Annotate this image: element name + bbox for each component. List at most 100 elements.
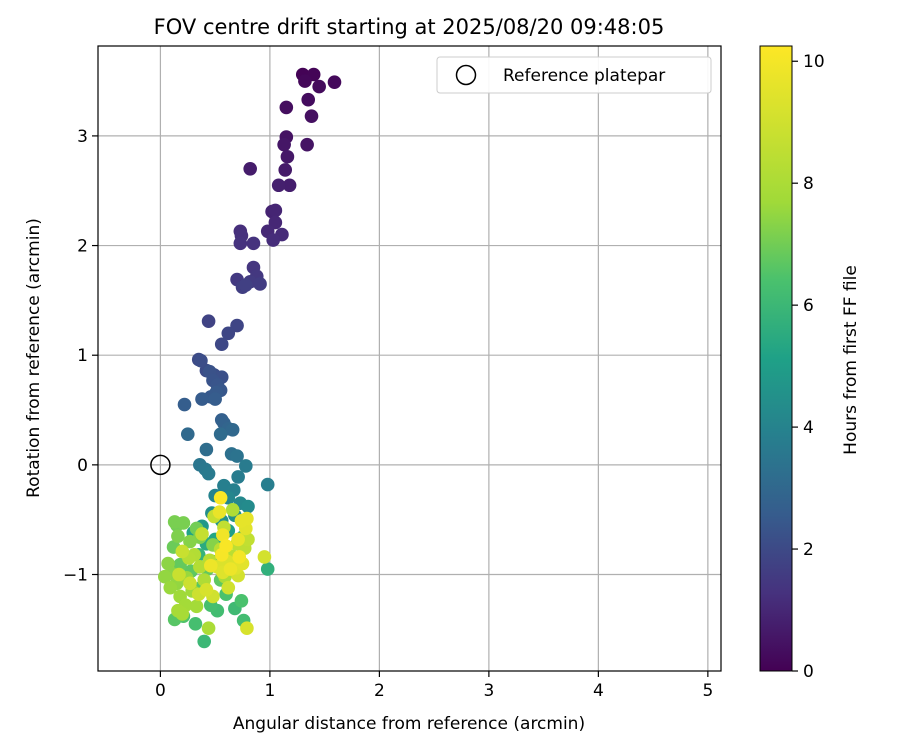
colorbar-tick-label: 10	[803, 52, 825, 72]
data-point	[223, 562, 238, 576]
data-point	[193, 560, 207, 574]
data-point	[194, 353, 208, 368]
data-point	[271, 178, 286, 193]
data-point	[260, 562, 275, 576]
data-point	[203, 558, 218, 573]
legend-label: Reference platepar	[503, 66, 665, 86]
x-tick-label: 5	[702, 681, 713, 701]
x-axis-ticks: 0 1 2 3 4 5	[155, 671, 713, 701]
colorbar-label: Hours from first FF file	[841, 265, 861, 455]
x-tick-label: 3	[483, 681, 494, 701]
data-point	[195, 527, 209, 541]
data-point	[183, 576, 197, 591]
data-point	[199, 442, 214, 457]
data-point	[312, 79, 326, 94]
data-point	[246, 236, 261, 251]
y-axis-label: Rotation from reference (arcmin)	[24, 218, 44, 498]
data-point	[176, 516, 191, 530]
data-point	[225, 422, 240, 437]
x-tick-label: 4	[593, 681, 604, 701]
data-point	[172, 567, 186, 582]
x-tick-label: 0	[155, 681, 166, 701]
data-point	[163, 580, 178, 595]
data-point	[253, 277, 267, 291]
data-point	[216, 528, 230, 542]
data-point	[213, 427, 228, 441]
data-point	[201, 466, 216, 481]
data-point	[239, 459, 253, 473]
data-point	[241, 499, 255, 514]
data-point	[280, 149, 295, 164]
data-point	[231, 532, 245, 547]
data-point	[240, 511, 254, 526]
data-point	[177, 397, 192, 412]
colorbar-ticks: 0 2 4 6 8 10	[792, 52, 825, 682]
data-point	[233, 236, 248, 251]
data-point	[234, 594, 249, 608]
colorbar: 0 2 4 6 8 10 Hours from first FF file	[759, 45, 861, 682]
colorbar-tick-label: 8	[803, 174, 814, 194]
data-point	[282, 178, 297, 193]
data-point	[301, 92, 316, 107]
y-tick-label: 0	[77, 456, 88, 476]
data-point	[240, 621, 254, 636]
y-tick-label: 3	[77, 127, 88, 147]
x-tick-label: 1	[264, 681, 275, 701]
legend: Reference platepar	[436, 56, 712, 94]
data-point	[189, 599, 204, 614]
data-point	[239, 278, 253, 292]
y-tick-label: 2	[77, 237, 88, 257]
data-point	[213, 490, 228, 505]
y-axis-ticks: −1 0 1 2 3	[63, 127, 98, 586]
data-point	[157, 569, 172, 584]
data-point	[268, 203, 283, 218]
data-point	[197, 634, 212, 649]
colorbar-gradient	[759, 45, 793, 672]
data-point	[201, 314, 216, 329]
colorbar-tick-label: 4	[803, 418, 814, 438]
data-point	[241, 532, 255, 547]
y-tick-label: −1	[63, 566, 88, 586]
data-point	[225, 503, 240, 517]
plot-area-frame	[97, 45, 722, 672]
legend-box	[436, 56, 712, 94]
colorbar-tick-label: 6	[803, 296, 814, 316]
data-point	[221, 580, 236, 595]
data-point	[208, 392, 222, 406]
data-point	[188, 617, 203, 631]
reference-marker	[150, 454, 171, 476]
data-point	[195, 392, 209, 406]
legend-marker	[455, 64, 477, 86]
y-tick-label: 1	[77, 346, 88, 366]
data-point	[219, 539, 233, 553]
data-point	[268, 215, 283, 230]
data-point	[277, 137, 291, 152]
data-point	[232, 550, 247, 564]
scatter-points	[157, 67, 342, 649]
colorbar-tick-label: 0	[803, 662, 814, 682]
data-point	[266, 233, 280, 247]
data-point	[278, 163, 293, 177]
data-point	[199, 583, 214, 597]
data-point	[304, 109, 319, 123]
data-point	[298, 74, 312, 88]
data-point	[175, 607, 190, 621]
data-point	[180, 427, 195, 441]
data-point	[214, 337, 229, 352]
chart-title: FOV centre drift starting at 2025/08/20 …	[154, 15, 665, 39]
data-point	[221, 326, 236, 341]
data-point	[231, 470, 245, 484]
colorbar-tick-label: 2	[803, 540, 814, 560]
data-point	[243, 162, 257, 176]
data-point	[230, 318, 244, 333]
data-point	[300, 137, 314, 152]
data-point	[230, 449, 244, 463]
data-point	[171, 529, 185, 543]
data-point	[327, 75, 342, 89]
data-point	[175, 544, 190, 559]
data-point	[212, 505, 227, 519]
x-tick-label: 2	[374, 681, 385, 701]
data-point	[279, 100, 294, 115]
x-axis-label: Angular distance from reference (arcmin)	[233, 714, 585, 734]
